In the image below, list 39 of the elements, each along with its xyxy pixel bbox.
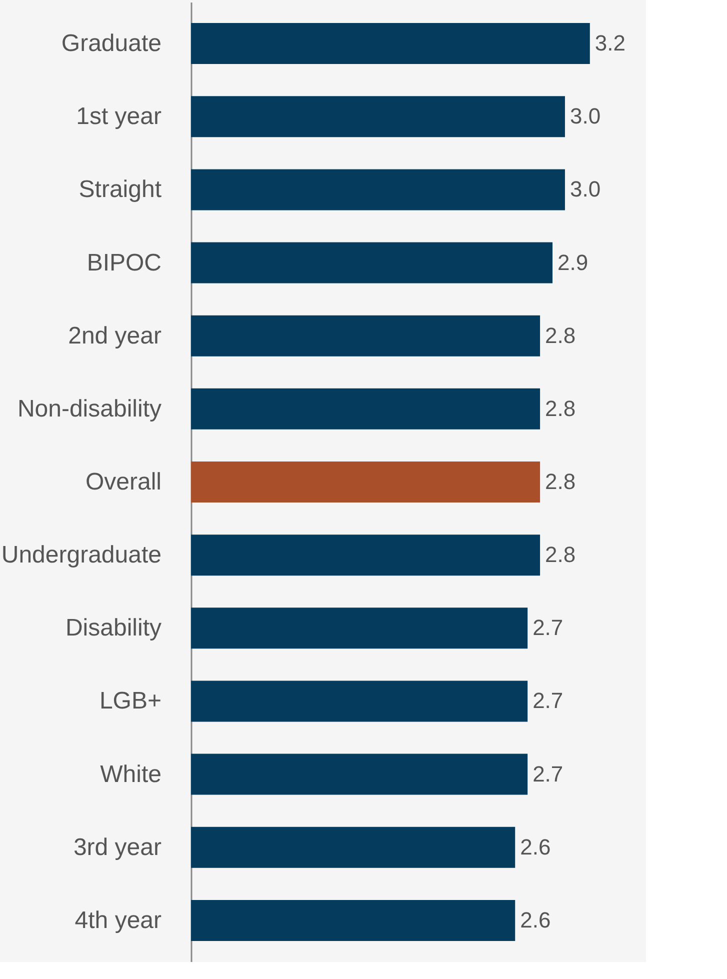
bar: [191, 23, 590, 64]
data-label: 3.2: [594, 30, 626, 56]
bar: [191, 388, 540, 430]
y-tick-label: Non-disability: [17, 395, 162, 422]
y-tick-label: 3rd year: [73, 834, 162, 861]
y-tick-label: 2nd year: [68, 322, 162, 350]
bar: [191, 826, 516, 868]
y-tick-label: BIPOC: [86, 249, 162, 276]
y-tick-label: White: [100, 760, 162, 788]
bar: [191, 900, 516, 941]
data-label: 2.8: [545, 542, 576, 568]
bar: [191, 534, 540, 576]
data-label: 2.7: [532, 761, 564, 786]
y-tick-label: LGB+: [99, 688, 162, 715]
data-label: 2.6: [520, 834, 551, 860]
data-label: 2.7: [532, 688, 564, 714]
bar: [191, 608, 528, 649]
bar: [191, 680, 528, 722]
data-label: 2.6: [520, 907, 551, 932]
y-tick-label: 1st year: [76, 103, 162, 130]
data-label: 2.9: [558, 250, 588, 275]
data-label: 2.8: [545, 396, 576, 421]
bar: [191, 169, 565, 210]
bar: [191, 315, 540, 356]
y-tick-label: Disability: [65, 614, 162, 642]
data-label: 2.7: [532, 615, 564, 640]
bar: [191, 754, 528, 795]
data-label: 3.0: [570, 104, 601, 129]
data-label: 2.8: [545, 322, 576, 348]
data-label: 3.0: [570, 176, 601, 202]
data-label: 2.8: [545, 469, 576, 494]
y-tick-label: Overall: [85, 468, 162, 496]
y-tick-label: Undergraduate: [1, 542, 162, 569]
bar: [191, 96, 565, 138]
bar: [191, 242, 553, 284]
y-tick-label: Graduate: [61, 30, 162, 58]
bar: [191, 462, 540, 502]
y-tick-label: 4th year: [74, 906, 162, 934]
y-tick-label: Straight: [78, 176, 162, 204]
